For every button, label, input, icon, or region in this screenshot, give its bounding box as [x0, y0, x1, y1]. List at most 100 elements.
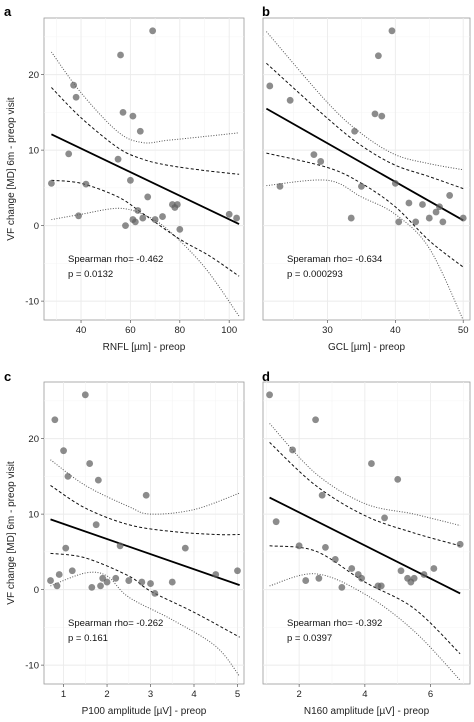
y-tick-label: 0	[34, 585, 39, 596]
data-point	[114, 155, 122, 163]
stat-p: p = 0.000293	[287, 269, 343, 280]
data-point	[391, 179, 399, 187]
data-point	[412, 218, 420, 226]
data-point	[64, 472, 72, 480]
y-tick-label: 10	[28, 510, 39, 521]
x-tick-label: 80	[175, 325, 186, 336]
data-point	[127, 176, 134, 184]
curve-group	[48, 27, 240, 317]
data-point	[436, 203, 443, 211]
prediction-band-lower	[50, 571, 241, 677]
data-point	[331, 556, 339, 563]
data-point	[122, 222, 129, 230]
panel-letter: c	[4, 369, 11, 384]
data-point	[420, 571, 428, 578]
data-point	[134, 207, 142, 214]
data-point	[88, 583, 96, 591]
prediction-band-upper	[50, 51, 240, 144]
curve-group	[266, 391, 464, 681]
confidence-band-upper	[269, 442, 461, 547]
x-tick-label: 5	[235, 689, 240, 700]
data-point	[81, 391, 89, 399]
plot-area	[262, 17, 471, 321]
data-point	[358, 574, 365, 582]
data-point	[147, 580, 154, 587]
data-point	[266, 391, 273, 399]
x-tick-label: 1	[61, 689, 66, 700]
data-point	[116, 542, 124, 550]
data-point	[310, 151, 318, 159]
data-point	[233, 214, 240, 222]
confidence-band-upper	[50, 484, 240, 536]
data-point	[75, 212, 82, 220]
data-point	[225, 210, 233, 218]
data-point	[131, 218, 139, 226]
data-point	[374, 52, 382, 60]
data-point	[410, 574, 418, 582]
x-tick-label: 2	[296, 689, 301, 700]
panel-letter: a	[4, 4, 12, 19]
data-point	[144, 193, 152, 201]
x-tick-label: 60	[125, 325, 136, 336]
panel-a: 40 60 80 100 -10 0 10 20 Spearman rho= -0.462 p =…	[4, 4, 245, 353]
data-point	[368, 460, 375, 467]
data-point	[272, 518, 280, 526]
prediction-band-lower	[266, 179, 464, 320]
x-axis-title: GCL [µm] - preop	[328, 342, 406, 353]
x-tick-label: 100	[221, 325, 237, 336]
x-axis-title: RNFL [µm] - preop	[103, 342, 186, 353]
data-point	[82, 180, 90, 188]
data-point	[142, 491, 150, 499]
data-point	[432, 208, 440, 216]
data-point	[125, 577, 133, 584]
regression-line	[265, 107, 464, 222]
regression-line	[51, 133, 240, 225]
data-point	[94, 476, 102, 484]
y-axis-title: VF change [MD] 6m - preop visit	[6, 461, 17, 605]
y-tick-label: -10	[25, 297, 39, 308]
data-point	[176, 226, 184, 233]
x-tick-label: 2	[104, 689, 109, 700]
data-point	[60, 447, 67, 455]
data-point	[397, 567, 405, 575]
prediction-band-upper	[50, 459, 240, 515]
prediction-band-lower	[269, 573, 461, 681]
x-tick-label: 4	[191, 689, 196, 700]
panel-d: 2 4 6 Spearman rho= -0.392 p = 0.0397 N160 am…	[262, 369, 471, 717]
data-point	[456, 540, 464, 548]
data-point	[395, 218, 403, 226]
data-point	[159, 213, 166, 220]
data-point	[338, 583, 346, 591]
panel-letter: b	[262, 4, 270, 19]
data-point	[92, 521, 100, 529]
data-point	[151, 590, 159, 597]
panel-c: 1 2 3 4 5 -10 0 10 20 Spearman rho= -0.262 p = 0.1…	[4, 369, 245, 717]
data-point	[139, 214, 147, 222]
data-point	[72, 93, 80, 101]
data-point	[129, 112, 137, 120]
data-point	[358, 182, 365, 190]
data-point	[459, 214, 467, 222]
data-point	[439, 218, 447, 226]
data-point	[394, 475, 402, 483]
data-point	[430, 565, 438, 572]
data-point	[65, 150, 73, 158]
confidence-band-upper	[51, 87, 240, 175]
panel-b: 30 40 50 Speraman rho= -0.634 p = 0.000293 GC…	[262, 4, 471, 353]
data-point	[62, 544, 70, 552]
y-tick-label: -10	[25, 661, 39, 672]
data-point	[55, 571, 63, 578]
stat-rho: Spearman rho= -0.462	[68, 254, 163, 265]
x-axis-title: N160 amplitude [µV] - preop	[304, 706, 430, 717]
data-point	[103, 578, 111, 586]
data-point	[405, 199, 413, 207]
data-point	[181, 544, 189, 552]
data-point	[149, 27, 157, 35]
curve-group	[265, 27, 467, 320]
data-point	[173, 201, 181, 208]
data-point	[53, 582, 61, 590]
data-point	[212, 571, 220, 578]
y-tick-label: 20	[28, 70, 39, 81]
x-tick-label: 4	[362, 689, 367, 700]
